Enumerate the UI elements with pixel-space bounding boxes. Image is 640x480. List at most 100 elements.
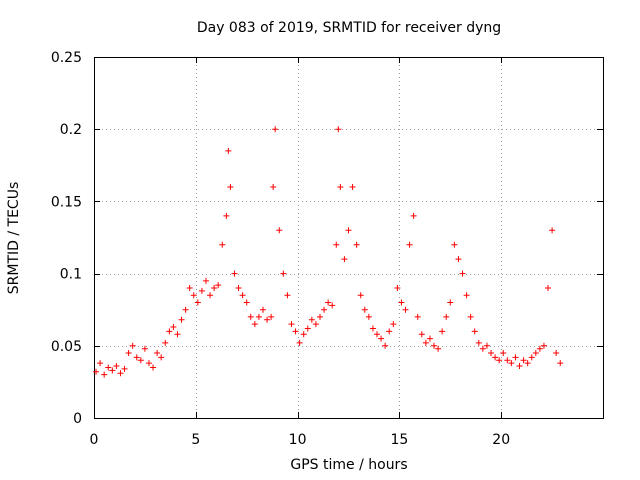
data-point [121, 365, 128, 372]
data-point [198, 287, 205, 294]
data-point [386, 328, 393, 335]
data-point [316, 313, 323, 320]
data-point [536, 345, 543, 352]
y-tick-label: 0.25 [51, 50, 82, 66]
y-tick-label: 0 [73, 411, 82, 427]
data-point [247, 313, 254, 320]
data-point [512, 354, 519, 361]
data-point [553, 350, 560, 357]
data-point [333, 241, 340, 248]
data-point [270, 183, 277, 190]
data-point [365, 313, 372, 320]
data-point [174, 331, 181, 338]
x-tick-label: 20 [492, 432, 510, 448]
data-point [133, 354, 140, 361]
data-point [524, 360, 531, 367]
gridlines [94, 57, 603, 418]
data-point [280, 270, 287, 277]
data-point [145, 360, 152, 367]
data-point [304, 325, 311, 332]
plot-frame [94, 57, 604, 419]
data-point [410, 212, 417, 219]
data-point [422, 339, 429, 346]
data-point [223, 212, 230, 219]
data-point [369, 325, 376, 332]
data-point [426, 335, 433, 342]
data-point [292, 328, 299, 335]
data-point [467, 313, 474, 320]
data-point [93, 368, 100, 375]
data-point [455, 256, 462, 263]
data-point [215, 282, 222, 289]
data-point [528, 354, 535, 361]
chart-title: Day 083 of 2019, SRMTID for receiver dyn… [197, 20, 501, 36]
data-point [105, 364, 112, 371]
data-point [321, 306, 328, 313]
data-point [402, 306, 409, 313]
data-point [329, 302, 336, 309]
data-point [141, 345, 148, 352]
x-tick-label: 5 [191, 432, 200, 448]
data-point [418, 331, 425, 338]
data-point [394, 285, 401, 292]
data-point [182, 306, 189, 313]
data-point [284, 292, 291, 299]
data-points [93, 126, 564, 378]
data-point [227, 183, 234, 190]
data-point [276, 227, 283, 234]
data-point [431, 342, 438, 349]
data-point [170, 324, 177, 331]
data-point [447, 299, 454, 306]
data-point [337, 183, 344, 190]
data-point [345, 227, 352, 234]
data-point [101, 371, 108, 378]
axes: 0 5 10 15 20 0 0.05 0.1 0.15 0.2 0.25 [51, 50, 603, 448]
data-point [186, 285, 193, 292]
data-point [158, 354, 165, 361]
data-point [207, 292, 214, 299]
x-axis-label: GPS time / hours [290, 457, 407, 473]
data-point [113, 363, 120, 370]
data-point [308, 316, 315, 323]
data-point [471, 328, 478, 335]
data-point [129, 342, 136, 349]
data-point [190, 292, 197, 299]
data-point [219, 241, 226, 248]
data-point [496, 357, 503, 364]
data-point [264, 316, 271, 323]
data-point [374, 331, 381, 338]
data-point [439, 328, 446, 335]
data-point [557, 360, 564, 367]
data-point [504, 357, 511, 364]
data-point [398, 299, 405, 306]
data-point [259, 306, 266, 313]
data-point [353, 241, 360, 248]
y-tick-label: 0.1 [60, 267, 82, 283]
data-point [540, 342, 547, 349]
data-point [516, 363, 523, 370]
data-point [406, 241, 413, 248]
data-point [235, 285, 242, 292]
x-tick-label: 15 [390, 432, 408, 448]
data-point [435, 345, 442, 352]
x-tick-label: 10 [289, 432, 307, 448]
y-tick-label: 0.2 [60, 122, 82, 138]
data-point [378, 335, 385, 342]
data-point [178, 316, 185, 323]
data-point [483, 342, 490, 349]
data-point [325, 299, 332, 306]
data-point [500, 350, 507, 357]
data-point [231, 270, 238, 277]
data-point [211, 285, 218, 292]
data-point [154, 350, 161, 357]
data-point [463, 292, 470, 299]
data-point [545, 285, 552, 292]
y-axis-label: SRMTID / TECUs [6, 182, 22, 295]
data-point [150, 364, 157, 371]
y-tick-label: 0.05 [51, 339, 82, 355]
data-point [312, 321, 319, 328]
data-point [390, 321, 397, 328]
data-point [508, 360, 515, 367]
data-point [166, 328, 173, 335]
